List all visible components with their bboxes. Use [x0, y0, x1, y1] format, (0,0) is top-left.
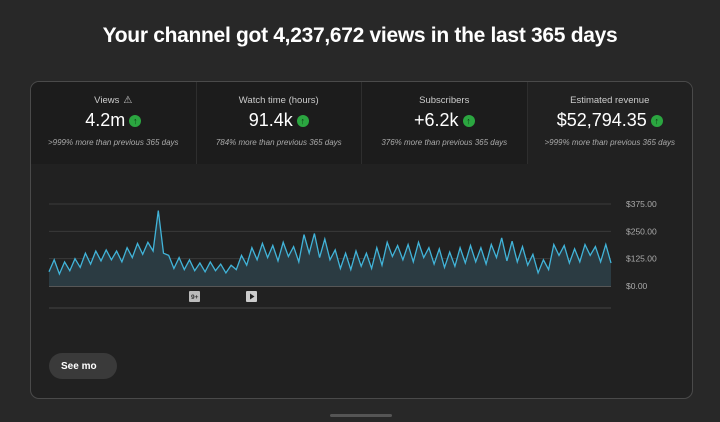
arrow-up-icon: ↑ [296, 114, 309, 127]
metric-value: 4.2m ↑ [31, 110, 196, 131]
y-tick-label: $0.00 [626, 281, 648, 291]
arrow-up-icon: ↑ [650, 114, 663, 127]
metric-label: Views ⚠ [31, 95, 196, 106]
metric-change: >999% more than previous 365 days [544, 138, 676, 147]
metric-value-text: 91.4k [248, 110, 293, 130]
metric-value-text: 4.2m [85, 110, 126, 130]
metric-change: 376% more than previous 365 days [381, 138, 508, 147]
metric-label: Subscribers [419, 95, 470, 106]
metric-label-text: Views [94, 95, 120, 106]
area-fill [49, 210, 611, 286]
metric-value: +6.2k ↑ [362, 110, 527, 131]
video-count-badge-text: 9+ [191, 294, 199, 301]
metric-value-text: +6.2k [413, 110, 459, 130]
play-icon [250, 293, 255, 300]
arrow-up-icon: ↑ [462, 114, 475, 127]
y-tick-label: $125.00 [626, 254, 657, 264]
scroll-indicator [330, 414, 392, 417]
metric-tab-revenue[interactable]: Estimated revenue $52,794.35 ↑ >999% more… [527, 82, 693, 164]
arrow-up-icon: ↑ [129, 114, 142, 127]
metric-value: $52,794.35 ↑ [528, 110, 693, 131]
revenue-chart[interactable]: $0.00 $125.00 $250.00 $375.00 9+ [31, 164, 692, 314]
metric-tab-watch-time[interactable]: Watch time (hours) 91.4k ↑ 784% more than… [196, 82, 362, 164]
see-more-button[interactable]: See mo [49, 353, 117, 379]
metric-tab-views[interactable]: Views ⚠ 4.2m ↑ >999% more than previous 36… [31, 82, 197, 164]
y-tick-label: $375.00 [626, 199, 657, 209]
warning-triangle-icon[interactable]: ⚠ [123, 95, 133, 106]
metric-tabs: Views ⚠ 4.2m ↑ >999% more than previous 36… [31, 82, 692, 164]
video-count-badge [189, 291, 200, 302]
metric-label: Estimated revenue [570, 95, 650, 106]
metric-change: >999% more than previous 365 days [47, 138, 179, 147]
metric-value-text: $52,794.35 [556, 110, 647, 130]
metric-value: 91.4k ↑ [197, 110, 362, 131]
analytics-card: Views ⚠ 4.2m ↑ >999% more than previous 36… [30, 81, 693, 399]
y-tick-label: $250.00 [626, 226, 657, 236]
metric-label: Watch time (hours) [238, 95, 319, 106]
page-headline: Your channel got 4,237,672 views in the … [102, 24, 618, 47]
metric-change: 784% more than previous 365 days [215, 138, 342, 147]
metric-tab-subscribers[interactable]: Subscribers +6.2k ↑ 376% more than previo… [362, 82, 528, 164]
